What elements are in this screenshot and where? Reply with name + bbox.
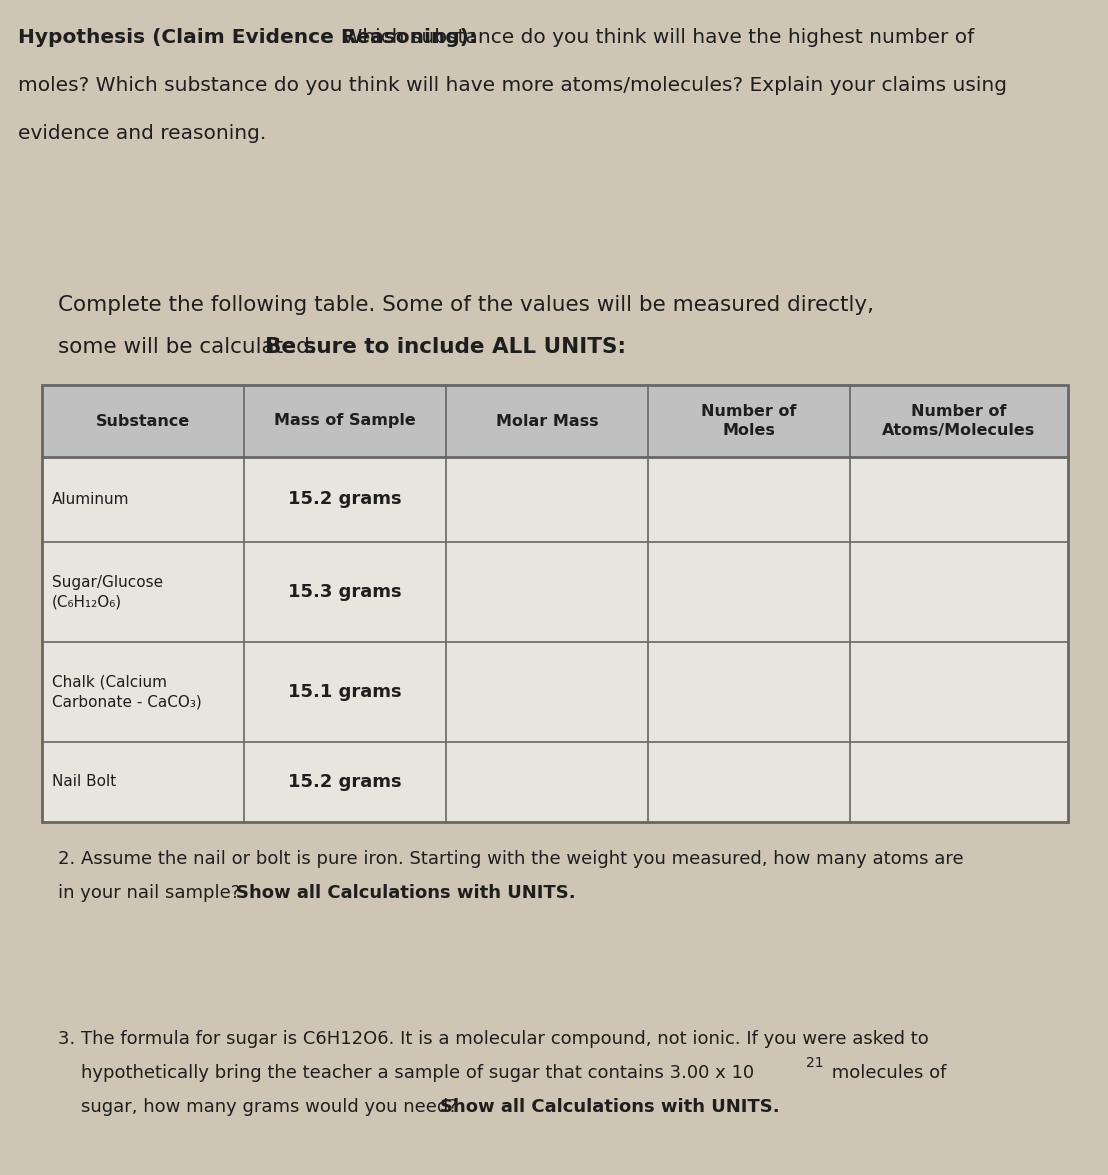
Text: 2. Assume the nail or bolt is pure iron. Starting with the weight you measured, : 2. Assume the nail or bolt is pure iron.… (58, 850, 964, 868)
Text: in your nail sample?: in your nail sample? (58, 884, 246, 902)
Text: Chalk (Calcium
Carbonate - CaCO₃): Chalk (Calcium Carbonate - CaCO₃) (52, 674, 202, 710)
Text: Show all Calculations with UNITS.: Show all Calculations with UNITS. (440, 1097, 780, 1116)
Text: 21: 21 (806, 1056, 823, 1070)
Text: Be sure to include ALL UNITS:: Be sure to include ALL UNITS: (265, 337, 626, 357)
Text: Molar Mass: Molar Mass (495, 414, 598, 429)
Text: Hypothesis (Claim Evidence Reasoning):: Hypothesis (Claim Evidence Reasoning): (18, 28, 478, 47)
Text: some will be calculated.: some will be calculated. (58, 337, 324, 357)
Text: moles? Which substance do you think will have more atoms/molecules? Explain your: moles? Which substance do you think will… (18, 76, 1007, 95)
Text: Which substance do you think will have the highest number of: Which substance do you think will have t… (336, 28, 974, 47)
Bar (42, 385, 1068, 822)
Text: Complete the following table. Some of the values will be measured directly,: Complete the following table. Some of th… (58, 295, 874, 315)
Text: Number of
Moles: Number of Moles (701, 403, 797, 438)
Text: 15.1 grams: 15.1 grams (288, 683, 402, 701)
Text: hypothetically bring the teacher a sample of sugar that contains 3.00 x 10: hypothetically bring the teacher a sampl… (58, 1065, 755, 1082)
Bar (42, 385, 1068, 457)
Text: 15.2 grams: 15.2 grams (288, 773, 402, 791)
Text: 3. The formula for sugar is C6H12O6. It is a molecular compound, not ionic. If y: 3. The formula for sugar is C6H12O6. It … (58, 1030, 929, 1048)
Text: Aluminum: Aluminum (52, 492, 130, 506)
Text: Mass of Sample: Mass of Sample (274, 414, 416, 429)
Bar (42, 642, 1068, 741)
Bar (42, 542, 1068, 642)
Bar (42, 457, 1068, 542)
Text: Substance: Substance (95, 414, 191, 429)
Text: sugar, how many grams would you need?: sugar, how many grams would you need? (58, 1097, 463, 1116)
Text: 15.2 grams: 15.2 grams (288, 490, 402, 509)
Text: Number of
Atoms/Molecules: Number of Atoms/Molecules (882, 403, 1036, 438)
Text: 15.3 grams: 15.3 grams (288, 583, 402, 600)
Text: molecules of: molecules of (825, 1065, 946, 1082)
Bar (42, 741, 1068, 822)
Text: Show all Calculations with UNITS.: Show all Calculations with UNITS. (236, 884, 576, 902)
Text: Nail Bolt: Nail Bolt (52, 774, 116, 790)
Text: evidence and reasoning.: evidence and reasoning. (18, 125, 266, 143)
Text: Sugar/Glucose
(C₆H₁₂O₆): Sugar/Glucose (C₆H₁₂O₆) (52, 575, 163, 610)
